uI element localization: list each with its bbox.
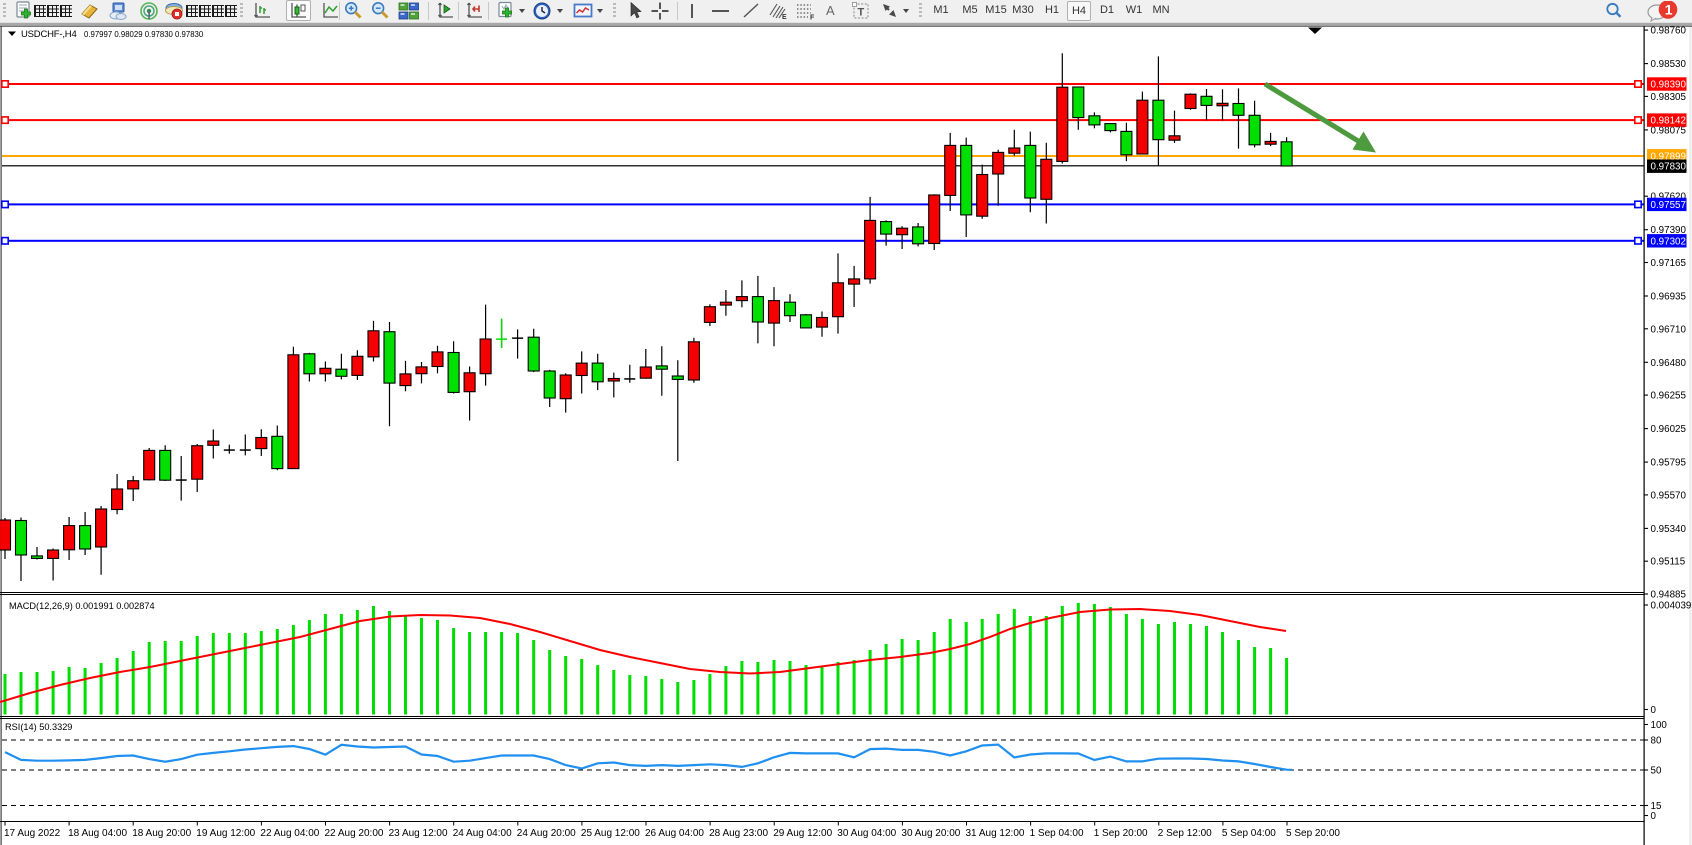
svg-text:USDCHF-,H4: USDCHF-,H4 xyxy=(21,29,77,40)
svg-text:1 Sep 20:00: 1 Sep 20:00 xyxy=(1094,828,1148,839)
svg-text:23 Aug 12:00: 23 Aug 12:00 xyxy=(389,828,448,839)
svg-text:MACD(12,26,9) 0.001991 0.00287: MACD(12,26,9) 0.001991 0.002874 xyxy=(9,601,155,611)
svg-text:31 Aug 12:00: 31 Aug 12:00 xyxy=(966,828,1025,839)
svg-text:29 Aug 12:00: 29 Aug 12:00 xyxy=(773,828,832,839)
svg-text:18 Aug 04:00: 18 Aug 04:00 xyxy=(68,828,127,839)
svg-text:0.98760: 0.98760 xyxy=(1651,26,1687,37)
svg-text:0.95340: 0.95340 xyxy=(1651,524,1687,535)
svg-text:17 Aug 2022: 17 Aug 2022 xyxy=(4,828,61,839)
svg-text:0.97899: 0.97899 xyxy=(1651,151,1686,162)
svg-text:25 Aug 12:00: 25 Aug 12:00 xyxy=(581,828,640,839)
svg-text:0.97557: 0.97557 xyxy=(1651,200,1686,211)
svg-text:30 Aug 04:00: 30 Aug 04:00 xyxy=(837,828,896,839)
svg-text:0.97997 0.98029 0.97830 0.9783: 0.97997 0.98029 0.97830 0.97830 xyxy=(84,30,204,39)
svg-text:0.96025: 0.96025 xyxy=(1651,424,1687,435)
svg-text:0: 0 xyxy=(1651,705,1657,716)
svg-text:0.97620: 0.97620 xyxy=(1651,192,1687,203)
svg-text:0.96710: 0.96710 xyxy=(1651,324,1687,335)
svg-text:0.96255: 0.96255 xyxy=(1651,391,1687,402)
svg-text:0.95115: 0.95115 xyxy=(1651,557,1686,568)
svg-text:30 Aug 20:00: 30 Aug 20:00 xyxy=(901,828,960,839)
svg-text:0.004039: 0.004039 xyxy=(1651,601,1692,612)
svg-text:0.98142: 0.98142 xyxy=(1651,116,1686,127)
svg-text:18 Aug 20:00: 18 Aug 20:00 xyxy=(132,828,191,839)
svg-text:1: 1 xyxy=(1665,2,1673,18)
svg-text:0: 0 xyxy=(1651,811,1657,822)
svg-text:5 Sep 04:00: 5 Sep 04:00 xyxy=(1222,828,1276,839)
svg-text:1 Sep 04:00: 1 Sep 04:00 xyxy=(1030,828,1084,839)
svg-text:26 Aug 04:00: 26 Aug 04:00 xyxy=(645,828,704,839)
svg-text:19 Aug 12:00: 19 Aug 12:00 xyxy=(196,828,255,839)
svg-text:0.98530: 0.98530 xyxy=(1651,59,1687,70)
svg-text:24 Aug 04:00: 24 Aug 04:00 xyxy=(453,828,512,839)
svg-text:0.98305: 0.98305 xyxy=(1651,92,1687,103)
svg-text:0.96935: 0.96935 xyxy=(1651,292,1687,303)
svg-text:0.97830: 0.97830 xyxy=(1651,162,1687,173)
svg-text:0.97302: 0.97302 xyxy=(1651,236,1686,247)
svg-text:50: 50 xyxy=(1651,766,1662,777)
svg-text:0.97165: 0.97165 xyxy=(1651,258,1687,269)
svg-text:22 Aug 04:00: 22 Aug 04:00 xyxy=(260,828,319,839)
svg-text:24 Aug 20:00: 24 Aug 20:00 xyxy=(517,828,576,839)
svg-text:0.98390: 0.98390 xyxy=(1651,80,1687,91)
svg-text:0.95795: 0.95795 xyxy=(1651,458,1687,469)
svg-text:E: E xyxy=(782,14,787,21)
svg-text:0.98075: 0.98075 xyxy=(1651,125,1687,136)
svg-text:0.97390: 0.97390 xyxy=(1651,225,1687,236)
svg-text:28 Aug 23:00: 28 Aug 23:00 xyxy=(709,828,768,839)
svg-text:22 Aug 20:00: 22 Aug 20:00 xyxy=(325,828,384,839)
svg-text:T: T xyxy=(858,7,865,19)
svg-text:RSI(14) 50.3329: RSI(14) 50.3329 xyxy=(5,722,72,732)
svg-text:0.94885: 0.94885 xyxy=(1651,590,1687,601)
svg-text:F: F xyxy=(810,15,815,22)
svg-text:15: 15 xyxy=(1651,801,1662,812)
svg-text:2 Sep 12:00: 2 Sep 12:00 xyxy=(1158,828,1212,839)
svg-text:0.96480: 0.96480 xyxy=(1651,358,1687,369)
svg-text:80: 80 xyxy=(1651,736,1662,747)
svg-text:100: 100 xyxy=(1651,720,1668,731)
svg-text:0.95570: 0.95570 xyxy=(1651,490,1687,501)
svg-text:5 Sep 20:00: 5 Sep 20:00 xyxy=(1286,828,1340,839)
